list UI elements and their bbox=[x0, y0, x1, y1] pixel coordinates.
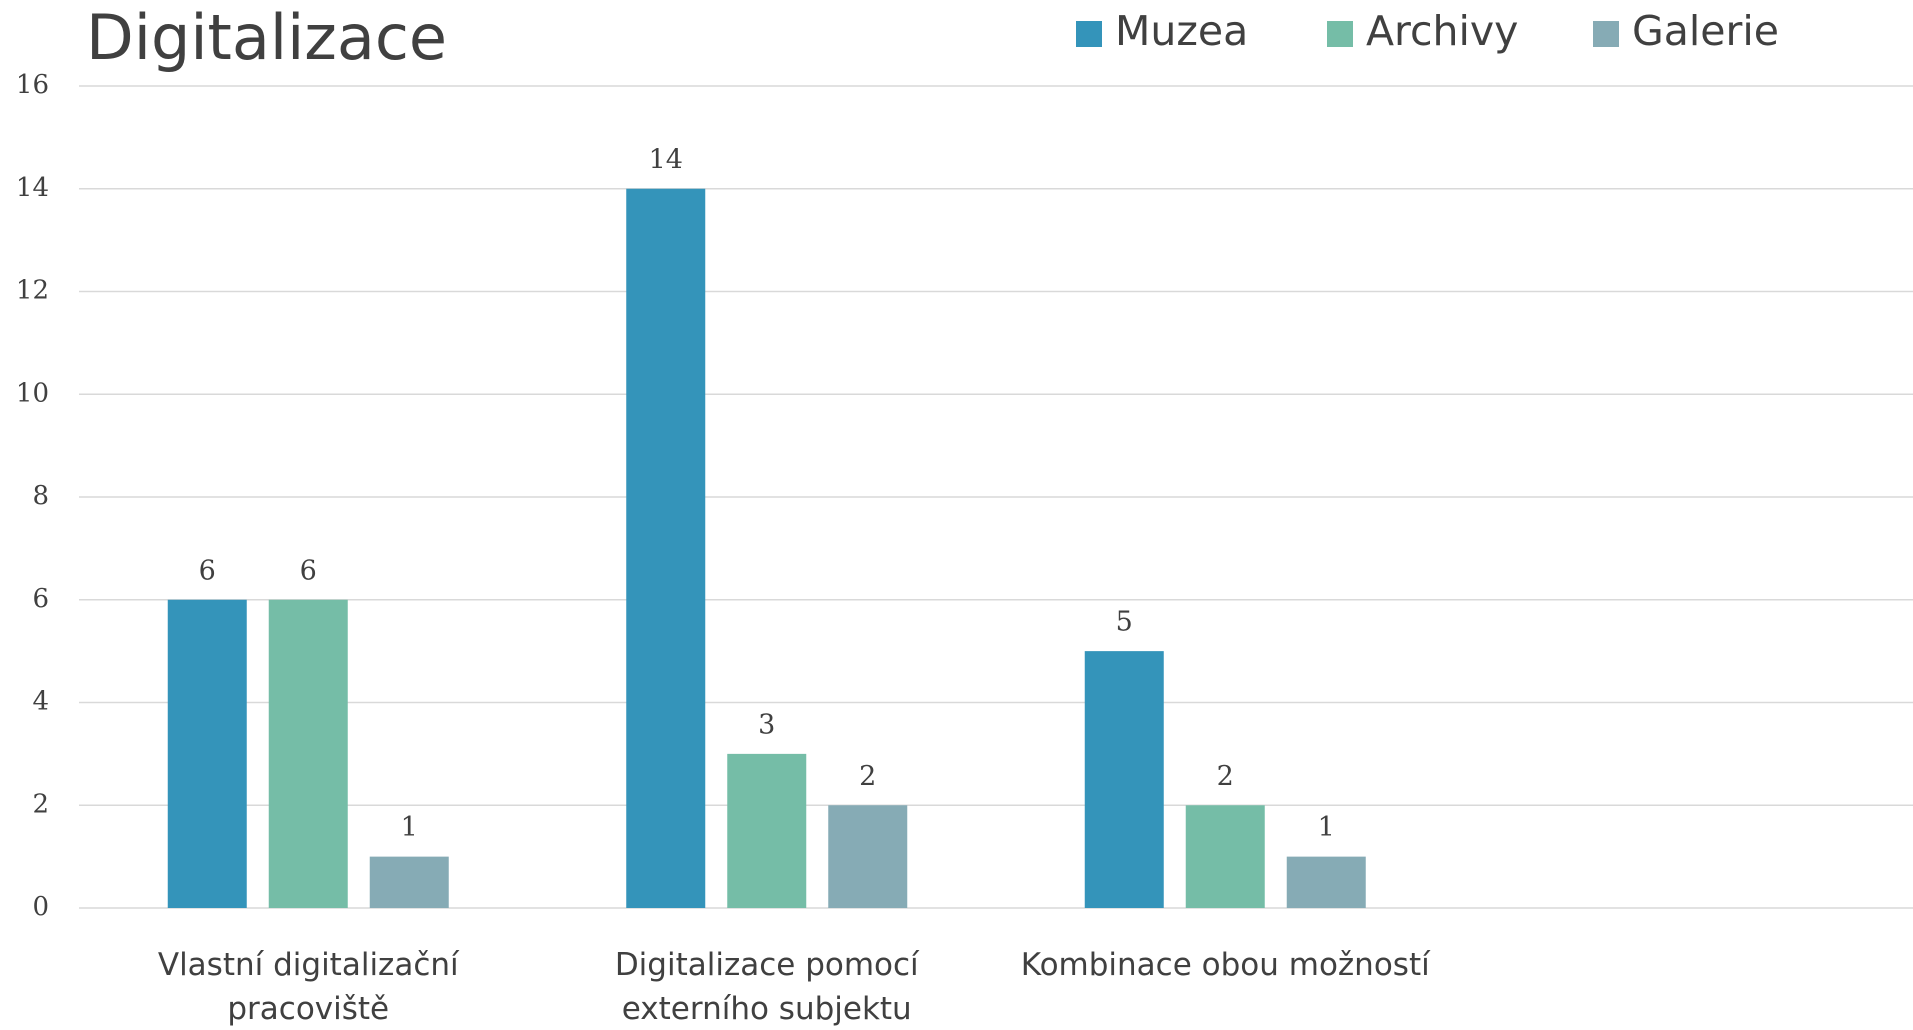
legend-swatch bbox=[1327, 21, 1353, 47]
data-label: 14 bbox=[649, 144, 683, 175]
bar bbox=[167, 599, 247, 908]
legend-label: Muzea bbox=[1115, 7, 1248, 55]
bar bbox=[828, 805, 908, 908]
data-label: 6 bbox=[199, 555, 216, 586]
y-tick-label: 12 bbox=[16, 276, 49, 306]
data-label: 6 bbox=[300, 555, 317, 586]
bar bbox=[268, 599, 348, 908]
bar bbox=[727, 753, 807, 908]
x-tick-label: Digitalizace pomocí externího subjektu bbox=[614, 947, 919, 1027]
legend-label: Galerie bbox=[1632, 7, 1779, 55]
data-label: 2 bbox=[859, 761, 876, 792]
bar bbox=[1286, 856, 1366, 908]
data-label: 2 bbox=[1217, 761, 1234, 792]
bar bbox=[369, 856, 449, 908]
legend-swatch bbox=[1593, 21, 1619, 47]
bar bbox=[1185, 805, 1265, 908]
chart-title: Digitalizace bbox=[86, 1, 447, 74]
x-tick-label: Vlastní digitalizační pracoviště bbox=[157, 947, 459, 1027]
x-tick-label: Kombinace obou možností bbox=[1020, 947, 1430, 983]
y-tick-label: 16 bbox=[16, 70, 49, 100]
legend-swatch bbox=[1076, 21, 1102, 47]
bar bbox=[626, 188, 706, 908]
data-label: 3 bbox=[758, 709, 775, 740]
y-tick-label: 6 bbox=[32, 584, 49, 614]
data-label: 1 bbox=[1318, 812, 1335, 843]
data-label: 5 bbox=[1116, 607, 1133, 638]
y-tick-label: 10 bbox=[16, 378, 49, 408]
data-label: 1 bbox=[401, 812, 418, 843]
y-tick-label: 0 bbox=[32, 892, 49, 922]
y-tick-label: 8 bbox=[32, 481, 49, 511]
y-tick-label: 2 bbox=[32, 789, 49, 819]
y-tick-label: 14 bbox=[16, 173, 49, 203]
y-tick-label: 4 bbox=[32, 687, 49, 717]
legend-label: Archivy bbox=[1366, 7, 1518, 55]
bar bbox=[1084, 651, 1164, 908]
